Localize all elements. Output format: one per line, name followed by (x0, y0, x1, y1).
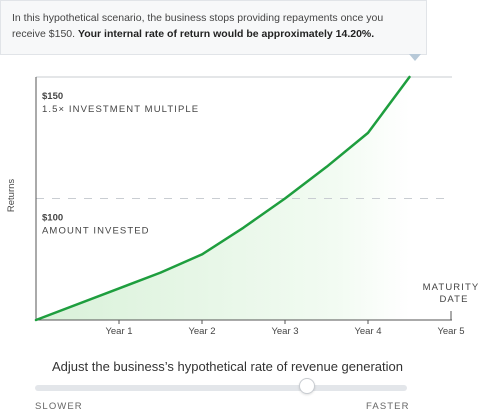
y-axis-label: Returns (6, 179, 17, 213)
x-tick-label-1: Year 2 (188, 326, 215, 337)
returns-area (36, 77, 410, 320)
maturity-label-line-1: DATE (439, 294, 468, 305)
reference-label-1: $100 (42, 213, 63, 224)
x-tick-label-4: Year 5 (437, 326, 464, 337)
maturity-label-line-0: MATURITY (423, 282, 480, 293)
returns-line (34, 75, 411, 322)
scenario-tooltip: In this hypothetical scenario, the busin… (0, 0, 427, 55)
x-tick-label-0: Year 1 (105, 326, 132, 337)
rate-slider-track[interactable] (35, 385, 407, 391)
rate-slider-thumb[interactable] (298, 378, 315, 394)
x-tick-label-3: Year 4 (354, 326, 381, 337)
returns-chart: $150 1.5× INVESTMENT MULTIPLE $100 AMOUNT I… (6, 75, 480, 337)
slider-min-label: SLOWER (35, 401, 83, 412)
reference-sublabel-0: 1.5× INVESTMENT MULTIPLE (42, 104, 199, 115)
tooltip-emphasis: Your internal rate of return would be ap… (77, 28, 375, 40)
tooltip-text: In this hypothetical scenario, the busin… (12, 12, 384, 40)
tooltip-pointer-icon (409, 54, 421, 61)
reference-label-0: $150 (42, 91, 63, 102)
slider-label: Adjust the business’s hypothetical rate … (52, 359, 403, 374)
reference-sublabel-1: AMOUNT INVESTED (42, 226, 150, 237)
x-tick-label-2: Year 3 (271, 326, 298, 337)
slider-max-label: FASTER (366, 401, 410, 412)
